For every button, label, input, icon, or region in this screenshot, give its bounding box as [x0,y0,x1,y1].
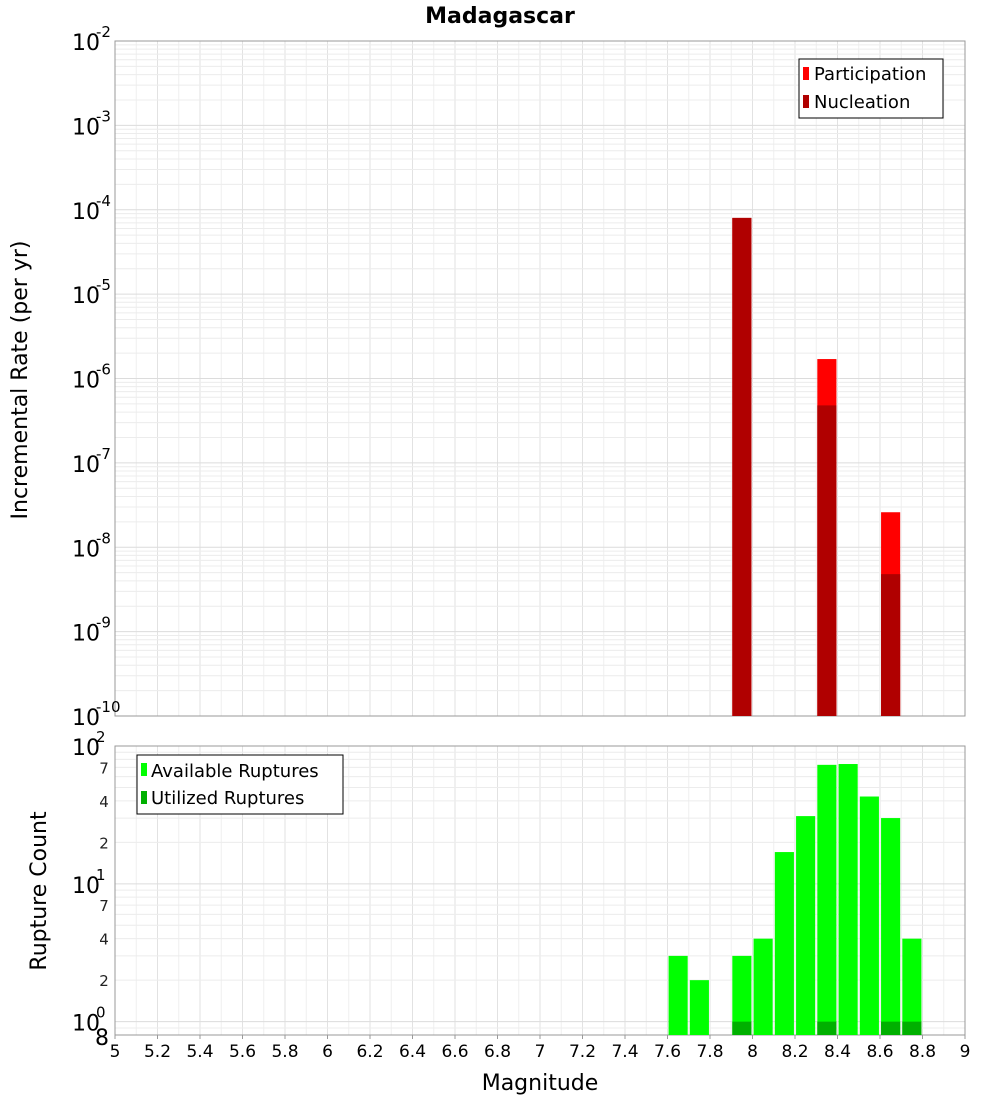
legend-label-participation: Participation [814,64,926,85]
x-tick-label: 6.8 [484,1042,511,1062]
x-tick-label: 6 [322,1042,333,1062]
utilized-ruptures-bar [902,1021,922,1035]
available-ruptures-bar [732,955,752,1035]
y-minor-tick-label: 2 [99,972,109,990]
y-minor-tick-label: 7 [99,897,109,915]
legend-swatch-available [141,763,147,776]
y-minor-tick-label: 7 [99,759,109,777]
x-tick-label: 5.8 [271,1042,298,1062]
y-tick-label: 10 [72,1012,100,1037]
bottom-plot-bars [668,764,922,1035]
available-ruptures-bar [817,764,837,1035]
y-tick-exponent: 2 [96,728,106,746]
x-tick-label: 7.4 [611,1042,638,1062]
x-tick-label: 5.2 [144,1042,171,1062]
nucleation-bar [732,217,752,716]
x-tick-label: 7.2 [569,1042,596,1062]
y-tick-exponent: -10 [96,698,121,716]
y-tick-exponent: -5 [96,276,111,294]
y-minor-tick-label: 4 [99,931,109,949]
available-ruptures-bar [796,816,816,1035]
y-tick-exponent: 0 [96,1004,106,1022]
chart-title: Madagascar [425,4,575,29]
x-tick-label: 5 [110,1042,121,1062]
x-tick-label: 8 [747,1042,758,1062]
top-legend: Participation Nucleation [798,58,944,119]
available-ruptures-bar [838,764,858,1035]
y-minor-tick-label: 8 [95,1026,109,1051]
y-tick-exponent: -2 [96,23,111,41]
x-tick-label: 9 [960,1042,971,1062]
y-tick-label: 10 [72,200,100,225]
y-tick-exponent: -7 [96,445,111,463]
available-ruptures-bar [753,938,773,1035]
y-tick-exponent: -6 [96,361,111,379]
y-tick-exponent: 1 [96,866,106,884]
y-tick-label: 10 [72,115,100,140]
legend-swatch-participation [803,67,809,80]
y-tick-label: 10 [72,874,100,899]
y-tick-exponent: -3 [96,107,111,125]
utilized-ruptures-bar [881,1021,901,1035]
x-tick-label: 6.6 [441,1042,468,1062]
available-ruptures-bar [881,818,901,1035]
legend-label-available: Available Ruptures [151,761,319,782]
y-minor-tick-label: 2 [99,834,109,852]
x-tick-label: 8.2 [781,1042,808,1062]
x-tick-label: 8.4 [824,1042,851,1062]
y-tick-label: 10 [72,706,100,731]
x-tick-label: 5.4 [186,1042,213,1062]
bottom-y-axis-label: Rupture Count [27,811,52,971]
top-plot-grid [114,40,966,717]
legend-swatch-utilized [141,791,147,804]
legend-swatch-nucleation [803,95,809,108]
x-tick-label: 7 [535,1042,546,1062]
top-plot-bars [732,217,901,716]
legend-label-nucleation: Nucleation [814,92,910,113]
x-tick-label: 8.6 [866,1042,893,1062]
y-tick-label: 10 [72,453,100,478]
y-tick-label: 10 [72,736,100,761]
x-tick-label: 6.4 [399,1042,426,1062]
top-plot-frame [114,40,966,717]
nucleation-bar [881,574,901,716]
y-tick-exponent: -4 [96,192,111,210]
x-axis-ticks: 5 5.2 5.4 5.6 5.8 6 6.2 6.4 6.6 6.8 7 7.2 7.4 7.6 7.8 8… [110,1035,971,1062]
bottom-legend: Available Ruptures Utilized Ruptures [136,754,344,815]
x-tick-label: 7.8 [696,1042,723,1062]
y-tick-label: 10 [72,369,100,394]
y-tick-exponent: -9 [96,614,111,632]
utilized-ruptures-bar [732,1021,752,1035]
nucleation-bar [817,405,837,716]
x-tick-label: 7.6 [654,1042,681,1062]
x-tick-label: 6.2 [356,1042,383,1062]
y-tick-label: 10 [72,622,100,647]
available-ruptures-bar [689,980,709,1035]
available-ruptures-bar [859,796,879,1035]
y-minor-tick-label: 4 [99,793,109,811]
x-tick-label: 5.6 [229,1042,256,1062]
y-tick-label: 10 [72,537,100,562]
x-axis-label: Magnitude [482,1071,599,1096]
available-ruptures-bar [774,852,794,1035]
y-tick-label: 10 [72,31,100,56]
available-ruptures-bar [902,938,922,1035]
utilized-ruptures-bar [817,1021,837,1035]
legend-label-utilized: Utilized Ruptures [151,788,304,809]
x-tick-label: 8.8 [909,1042,936,1062]
y-tick-exponent: -8 [96,529,111,547]
available-ruptures-bar [668,955,688,1035]
y-tick-label: 10 [72,284,100,309]
top-y-axis-label: Incremental Rate (per yr) [8,241,33,520]
